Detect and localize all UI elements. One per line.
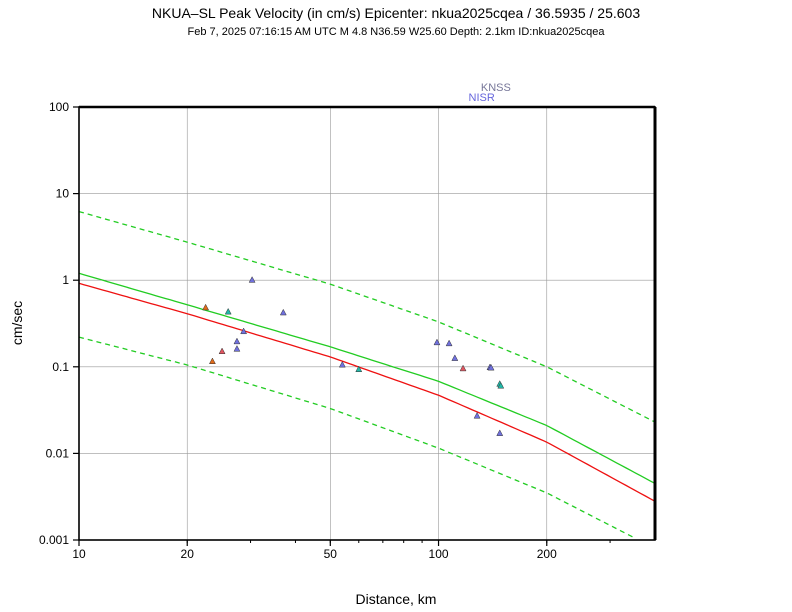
- y-tick-label: 100: [49, 100, 69, 114]
- x-tick-label: 10: [72, 547, 86, 561]
- chart-title: NKUA–SL Peak Velocity (in cm/s) Epicente…: [152, 5, 640, 21]
- station-points: [202, 276, 505, 436]
- y-tick-label: 10: [56, 187, 70, 201]
- y-tick-label: 0.01: [46, 446, 70, 460]
- x-tick-label: 20: [181, 547, 195, 561]
- station-point: [445, 339, 453, 347]
- station-point: [497, 381, 505, 389]
- y-axis-label: cm/sec: [9, 301, 25, 345]
- station-point: [355, 365, 363, 372]
- station-point: [202, 303, 210, 311]
- y-tick-label: 0.1: [52, 360, 69, 374]
- x-tick-label: 50: [324, 547, 338, 561]
- y-tick-label: 1: [62, 273, 69, 287]
- station-point: [496, 429, 504, 436]
- curve-minus-sigma: [78, 336, 637, 540]
- station-label: KNSS: [481, 82, 511, 94]
- curve-plus-sigma: [78, 210, 656, 423]
- station-point: [218, 347, 226, 355]
- grid-lines: [79, 107, 655, 540]
- station-point: [473, 412, 481, 419]
- station-point: [459, 364, 467, 372]
- station-point: [279, 308, 287, 316]
- x-tick-label: 200: [537, 547, 557, 561]
- station-point: [233, 337, 241, 345]
- plot-frame: [78, 106, 656, 541]
- station-point: [240, 327, 248, 335]
- axis-ticks: [73, 106, 611, 546]
- station-point: [248, 276, 256, 283]
- station-point: [487, 363, 495, 371]
- curve-median-upper: [78, 272, 656, 484]
- station-point: [433, 338, 441, 346]
- y-tick-label: 0.001: [39, 533, 69, 547]
- model-curves: [78, 210, 656, 540]
- station-point: [233, 345, 241, 352]
- y-tick-labels: 100 10 1 0.1 0.01 0.001: [39, 100, 69, 547]
- x-tick-label: 100: [429, 547, 449, 561]
- station-point: [208, 357, 216, 364]
- station-point: [451, 354, 459, 361]
- station-point: [224, 307, 232, 315]
- curve-median-lower: [78, 282, 656, 502]
- x-tick-labels: 10 20 50 100 200: [72, 547, 557, 561]
- station-label: NISR: [469, 92, 495, 104]
- station-point: [338, 360, 346, 368]
- chart-subtitle: Feb 7, 2025 07:16:15 AM UTC M 4.8 N36.59…: [187, 26, 605, 38]
- x-axis-label: Distance, km: [356, 591, 437, 607]
